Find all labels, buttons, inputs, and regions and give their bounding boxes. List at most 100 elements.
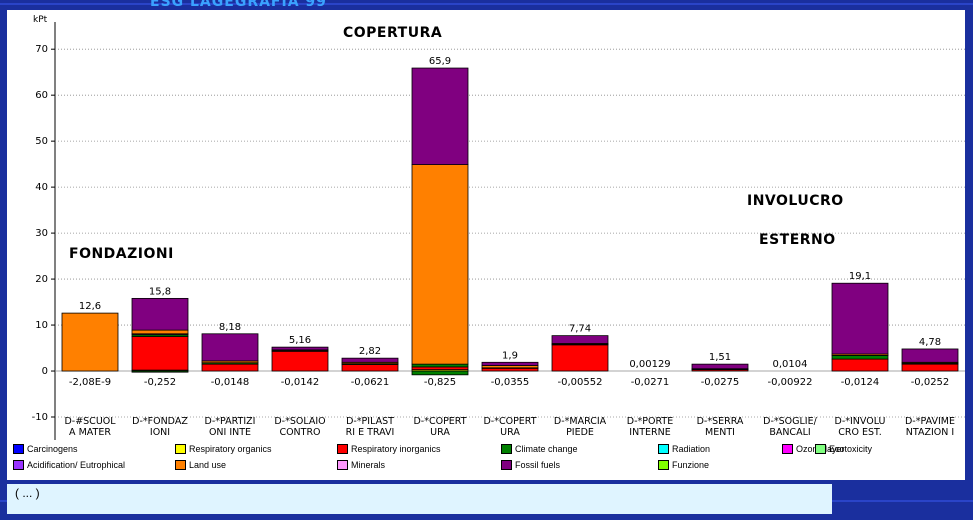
data-label-total: 12,6 [79, 301, 101, 312]
legend-swatch [658, 444, 669, 454]
legend-swatch [815, 444, 826, 454]
data-label-negative: -0,0355 [491, 377, 530, 388]
annotation-involucro: INVOLUCRO [747, 193, 844, 209]
data-label-negative: -0,0252 [911, 377, 950, 388]
x-tick-label: D-#SCUOL [64, 416, 116, 427]
legend-label: Radiation [672, 444, 711, 454]
legend-swatch [501, 460, 512, 470]
legend-item: Fossil fuels [501, 460, 560, 470]
legend-label: Respiratory inorganics [351, 444, 441, 454]
bar-segment [411, 366, 469, 371]
y-tick-label: 10 [35, 320, 48, 331]
legend-label: Carcinogens [27, 444, 78, 454]
legend-label: Minerals [351, 460, 386, 470]
legend-label: Land use [189, 460, 227, 470]
x-tick-label: A MATER [69, 427, 111, 438]
data-label-negative: -0,825 [424, 377, 456, 388]
x-tick-label: D-*PILAST [346, 416, 394, 427]
bar-segment [271, 346, 329, 351]
y-tick-label: 0 [42, 366, 48, 377]
bar-segment [131, 329, 189, 335]
x-tick-label: D-*PAVIME [905, 416, 955, 427]
data-label-total: 65,9 [429, 56, 451, 67]
y-tick-label: 50 [35, 136, 48, 147]
background-streak [0, 3, 973, 5]
y-tick-label: 60 [35, 90, 48, 101]
legend-label: Acidification/ Eutrophical [27, 460, 126, 470]
data-label-total: 19,1 [849, 271, 871, 282]
data-label-negative: -0,0148 [211, 377, 250, 388]
caption-text: ( ... ) [15, 486, 40, 500]
data-label-total: 0,0104 [773, 359, 808, 370]
data-label-negative: -0,00922 [768, 377, 813, 388]
bar-segment [201, 363, 259, 372]
data-label-total: 15,8 [149, 286, 171, 297]
x-tick-label: BANCALI [769, 427, 810, 438]
bar-segment [901, 363, 959, 372]
x-tick-label: CONTRO [279, 427, 320, 438]
legend-swatch [13, 444, 24, 454]
x-tick-label: D-*MARCIA [554, 416, 607, 427]
bar-segment [131, 297, 189, 331]
legend-label: Fossil fuels [515, 460, 561, 470]
bar-segment [831, 358, 889, 372]
data-label-negative: -0,252 [144, 377, 176, 388]
data-label-total: 1,9 [502, 350, 518, 361]
legend-label: Respiratory organics [189, 444, 272, 454]
legend-item: Carcinogens [13, 444, 78, 454]
legend-swatch [175, 460, 186, 470]
legend-item: Land use [175, 460, 226, 470]
legend-item: Ecotoxicity [815, 444, 872, 454]
legend-swatch [337, 444, 348, 454]
data-label-negative: -0,0142 [281, 377, 320, 388]
data-label-total: 2,82 [359, 346, 381, 357]
x-tick-label: D-*SERRA [697, 416, 744, 427]
bar-segment [551, 335, 609, 344]
chart-svg: kPt -10 0 10 20 30 40 50 60 70 12,6 -2,08E-9 D-#SCUO… [32, 15, 965, 440]
annotation-fondazioni: FONDAZIONI [69, 246, 174, 262]
legend-item: Climate change [501, 444, 578, 454]
y-axis-unit: kPt [33, 15, 48, 25]
x-tick-label: CRO EST. [838, 427, 881, 438]
legend-label: Climate change [515, 444, 578, 454]
bar-segment [411, 164, 469, 365]
bar-segment [901, 348, 959, 363]
legend-item: Respiratory organics [175, 444, 272, 454]
legend-label: Ecotoxicity [829, 444, 873, 454]
data-label-negative: -2,08E-9 [69, 377, 111, 388]
bar-segment [341, 364, 399, 372]
bar-segment [341, 357, 399, 363]
bar-segment [61, 312, 119, 372]
annotation-copertura: COPERTURA [343, 25, 443, 41]
x-tick-label: D-*FONDAZ [132, 416, 188, 427]
caption-strip: ( ... ) [7, 484, 832, 514]
bar-segment [831, 355, 889, 360]
x-tick-label: INTERNE [629, 427, 670, 438]
data-label-negative: -0,0271 [631, 377, 670, 388]
legend-item: Acidification/ Eutrophical [13, 460, 125, 470]
chart-panel: kPt -10 0 10 20 30 40 50 60 70 12,6 -2,08E-9 D-#SCUO… [7, 10, 965, 480]
annotation-esterno: ESTERNO [759, 232, 836, 248]
data-label-total: 8,18 [219, 322, 241, 333]
y-tick-label: -10 [32, 412, 48, 423]
bar-segment-negative [411, 370, 469, 376]
x-tick-label: D-*COPERT [413, 416, 466, 427]
x-tick-label: D-*SOLAIO [274, 416, 325, 427]
data-label-negative: -0,0124 [841, 377, 880, 388]
bar-segment [831, 282, 889, 355]
data-label-negative: -0,00552 [558, 377, 603, 388]
bar-segment [131, 336, 189, 371]
y-tick-label: 40 [35, 182, 48, 193]
x-tick-label: URA [430, 427, 450, 438]
data-label-negative: -0,0621 [351, 377, 390, 388]
bar-segment [411, 363, 469, 368]
x-tick-label: RI E TRAVI [346, 427, 395, 438]
bar-segment [691, 363, 749, 370]
x-tick-label: PIEDE [566, 427, 594, 438]
chart-legend: Carcinogens Respiratory organics Respirato… [7, 442, 965, 480]
data-label-total: 4,78 [919, 337, 941, 348]
legend-item: Minerals [337, 460, 385, 470]
legend-swatch [782, 444, 793, 454]
y-tick-label: 70 [35, 44, 48, 55]
x-tick-label: D-*INVOLU [835, 416, 886, 427]
